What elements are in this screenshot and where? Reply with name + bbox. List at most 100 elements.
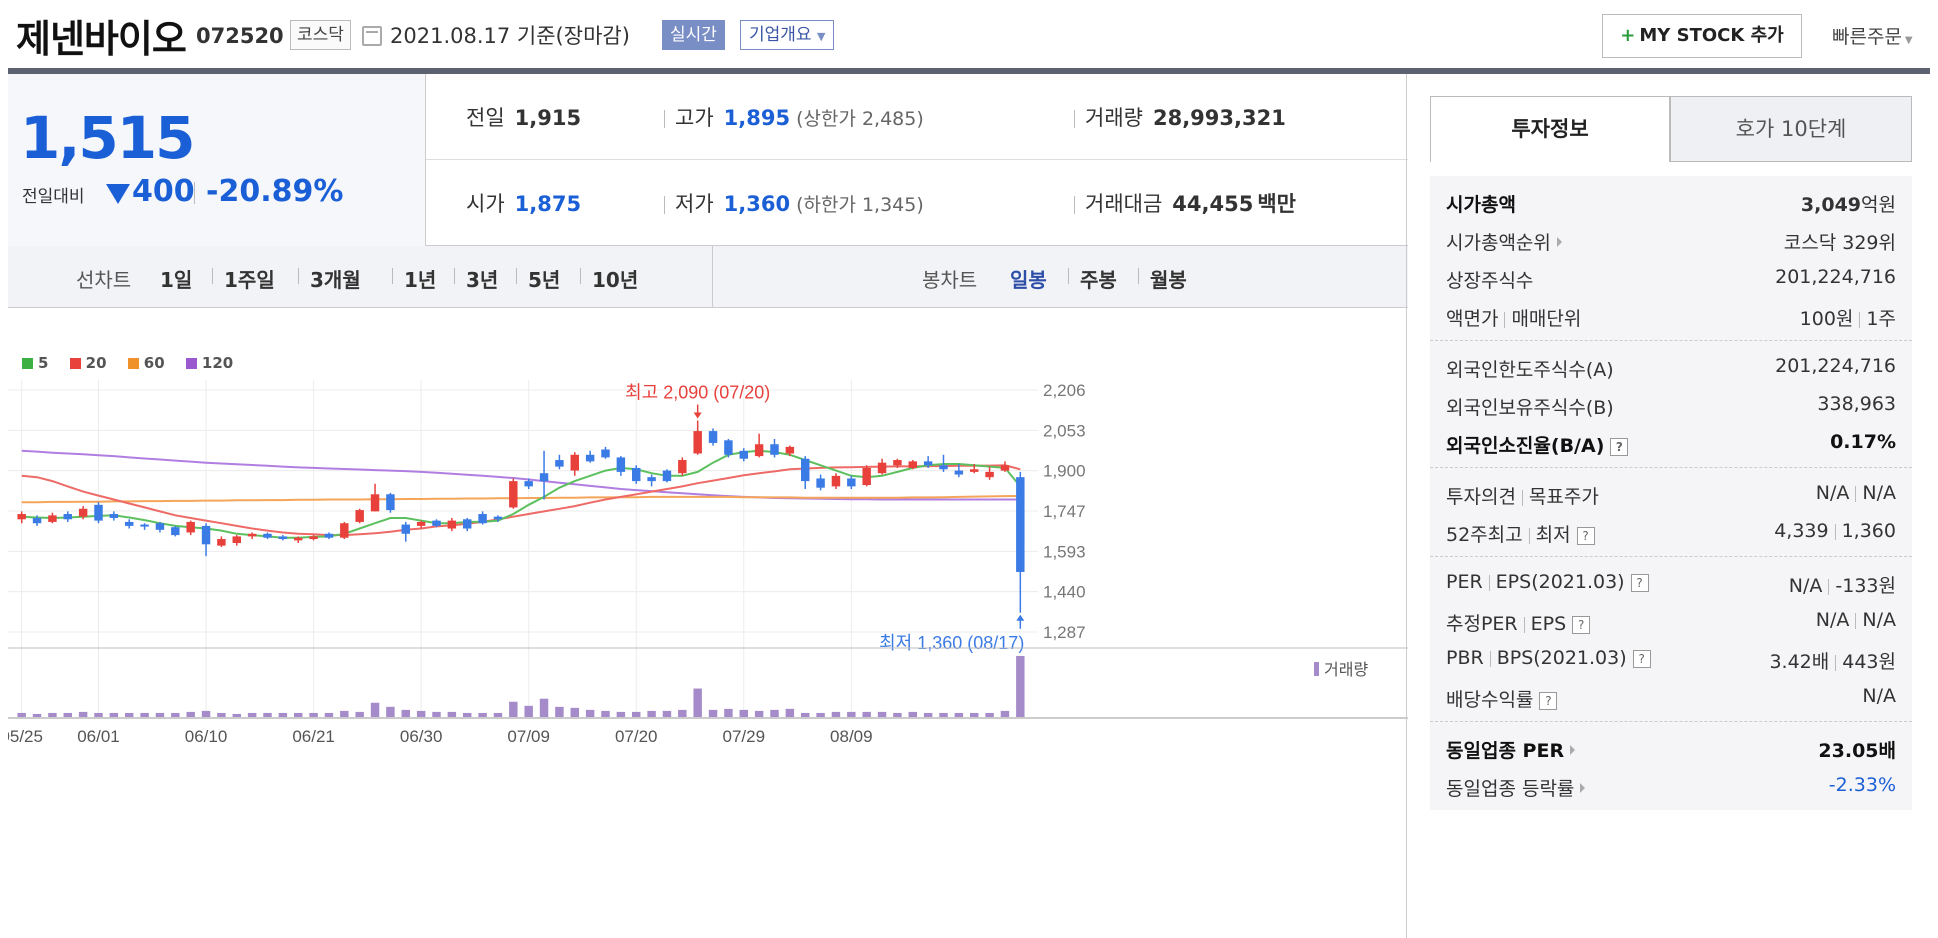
volume-bar <box>309 712 318 717</box>
candle-body <box>509 481 518 508</box>
candle-body <box>186 521 195 533</box>
period-1w[interactable]: 1주일 <box>224 268 275 292</box>
period-1d[interactable]: 1일 <box>160 268 193 292</box>
candle-body <box>324 533 334 538</box>
candle-body <box>17 514 26 520</box>
candlestick-svg: 2,206 2,053 1,900 1,747 1,593 1,440 1,287 05/25… <box>8 380 1408 746</box>
high-price: 고가 1,895 (상한가 2,485) <box>664 102 924 132</box>
candle-body <box>770 444 779 455</box>
candle-body <box>232 536 241 543</box>
candle-body <box>125 521 134 526</box>
volume-bar <box>601 710 610 717</box>
y-tick-label: 1,287 <box>1043 623 1086 642</box>
candle-body <box>632 467 641 482</box>
candle-body <box>616 457 626 472</box>
volume-bar <box>140 712 149 717</box>
candle-daily[interactable]: 일봉 <box>1010 268 1047 292</box>
volume-bar <box>524 705 533 717</box>
candle-body <box>447 520 457 529</box>
candle-monthly[interactable]: 월봉 <box>1150 268 1187 292</box>
candle-chart-label: 봉차트 <box>922 268 978 292</box>
candle-body <box>862 467 871 486</box>
row-foreign-rate: 외국인소진율(B/A)? 0.17% <box>1446 431 1896 457</box>
volume-bar <box>939 712 948 717</box>
volume-bar <box>954 712 964 717</box>
row-52week: 52주최고 최저? 4,339 1,360 <box>1446 520 1896 546</box>
volume-bar <box>217 712 226 717</box>
invest-info-panel: 투자정보 호가 10단계 시가총액 3,049억원 시가총액순위 코스닥 329위 … <box>1430 96 1912 876</box>
volume-bar <box>831 711 841 717</box>
x-tick-label: 07/09 <box>507 727 550 746</box>
candle-body <box>370 494 380 512</box>
help-icon[interactable]: ? <box>1610 438 1629 456</box>
help-icon[interactable]: ? <box>1632 650 1651 668</box>
candle-body <box>1016 477 1025 572</box>
candle-body <box>48 515 57 522</box>
candle-body <box>801 458 810 482</box>
row-foreign-limit: 외국인한도주식수(A) 201,224,716 <box>1446 355 1896 381</box>
volume-bar <box>893 712 902 717</box>
candle-body <box>939 465 948 470</box>
volume-bar <box>647 710 656 717</box>
candle-body <box>970 469 979 472</box>
candle-body <box>309 536 318 540</box>
candle-body <box>386 494 395 511</box>
company-overview-dropdown[interactable]: 기업개요 ▼ <box>740 20 835 50</box>
period-3y[interactable]: 3년 <box>466 268 499 292</box>
volume-legend-swatch <box>1314 662 1319 676</box>
candle-body <box>109 514 119 518</box>
legend-ma5: 5 <box>22 354 48 372</box>
row-mcap-rank[interactable]: 시가총액순위 코스닥 329위 <box>1446 232 1896 254</box>
period-1y[interactable]: 1년 <box>404 268 437 292</box>
tab-orderbook[interactable]: 호가 10단계 <box>1670 96 1912 162</box>
legend-ma20: 20 <box>69 354 107 372</box>
volume-bar <box>355 711 364 717</box>
candle-body <box>94 504 103 521</box>
period-10y[interactable]: 10년 <box>592 268 639 292</box>
info-tabs: 투자정보 호가 10단계 <box>1430 96 1912 162</box>
help-icon[interactable]: ? <box>1576 527 1595 545</box>
tab-invest-info[interactable]: 투자정보 <box>1430 96 1670 162</box>
help-icon[interactable]: ? <box>1572 616 1591 634</box>
row-sector-per[interactable]: 동일업종 PER 23.05배 <box>1446 740 1896 762</box>
min-arrow-head <box>1016 614 1025 621</box>
help-icon[interactable]: ? <box>1630 574 1649 592</box>
trade-amount: 거래대금 44,455 백만 <box>1074 188 1296 218</box>
realtime-button[interactable]: 실시간 <box>662 20 725 50</box>
calendar-icon <box>362 26 382 46</box>
candle-body <box>78 508 88 517</box>
volume-bar <box>985 712 994 717</box>
period-bar: 선차트 1일 1주일 3개월 1년 3년 5년 10년 봉차트 일봉 주봉 월봉 <box>8 246 1408 308</box>
volume-bar <box>370 702 380 717</box>
volume-bar <box>970 712 979 717</box>
row-pbr: PBR BPS(2021.03)? 3.42배 443원 <box>1446 647 1896 673</box>
volume-bar <box>908 711 917 717</box>
row-foreign-hold: 외국인보유주식수(B) 338,963 <box>1446 393 1896 419</box>
volume-bar <box>109 712 119 717</box>
row-sector-rate[interactable]: 동일업종 등락률 -2.33% <box>1446 774 1896 800</box>
ma120-line <box>21 449 1021 501</box>
candle-body <box>816 478 825 488</box>
candle-body <box>140 524 149 527</box>
candle-weekly[interactable]: 주봉 <box>1080 268 1117 292</box>
volume-bar <box>862 711 871 717</box>
volume-bar <box>693 688 702 717</box>
volume-bar <box>570 707 579 717</box>
quick-order-dropdown[interactable]: 빠른주문 ▼ <box>1832 22 1913 49</box>
row-listed-shares: 상장주식수 201,224,716 <box>1446 266 1896 292</box>
price-chart[interactable]: 5 20 60 120 2,206 2,053 1,900 1,747 1,593 1,4… <box>8 330 1408 938</box>
volume-bar <box>17 712 26 717</box>
header-divider <box>8 68 1930 74</box>
volume-bar <box>678 709 687 717</box>
period-3m[interactable]: 3개월 <box>310 268 361 292</box>
add-mystock-button[interactable]: + MY STOCK 추가 <box>1602 14 1802 58</box>
volume-bar <box>278 712 288 717</box>
ma-legend: 5 20 60 120 <box>22 354 249 372</box>
help-icon[interactable]: ? <box>1539 692 1558 710</box>
period-5y[interactable]: 5년 <box>528 268 561 292</box>
date-text: 2021.08.17 기준(장마감) <box>390 24 630 48</box>
volume-bar <box>493 712 503 717</box>
volume-bar <box>801 712 810 717</box>
stats-row-1: 전일 1,915 고가 1,895 (상한가 2,485) 거래량 28,993,321 <box>426 74 1408 160</box>
volume-bar <box>816 712 825 717</box>
